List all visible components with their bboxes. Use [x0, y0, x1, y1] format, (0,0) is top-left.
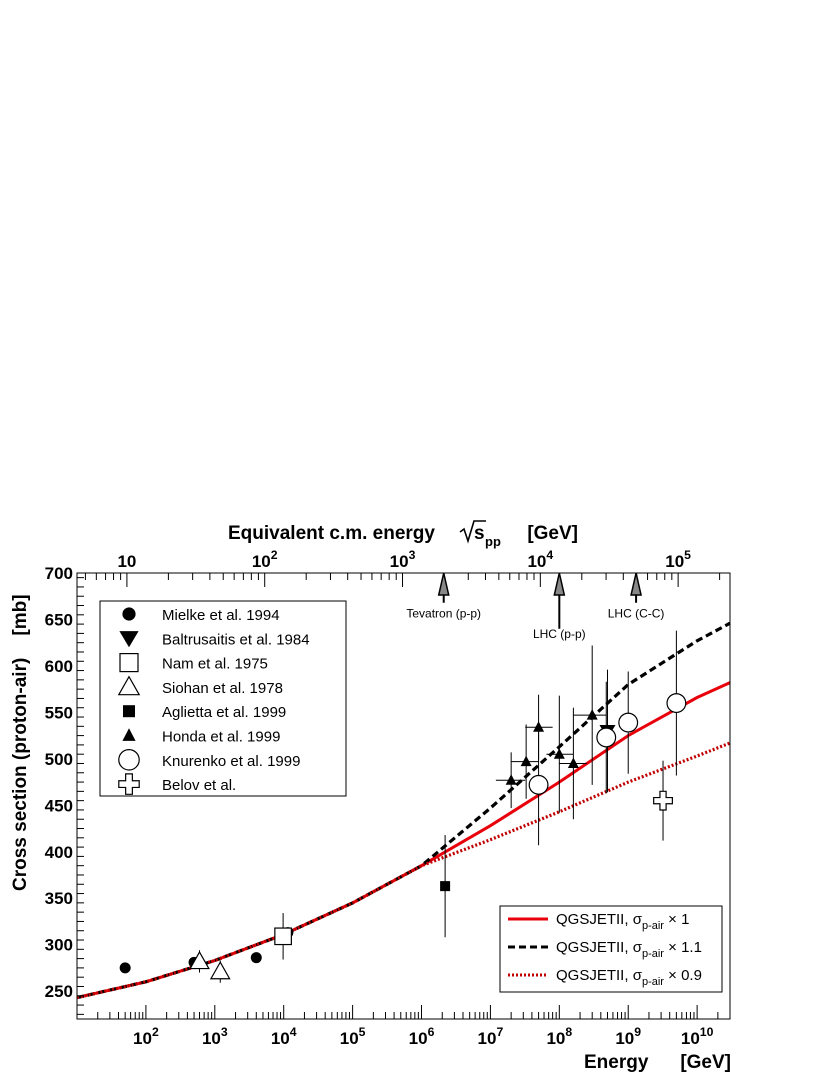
data-point [274, 927, 292, 946]
data-point [666, 693, 687, 714]
arrow-head [437, 572, 450, 596]
y-tick-label: 450 [45, 796, 73, 815]
sqrt-symbol: s pp [459, 520, 501, 549]
x-tick-label: 104 [271, 1025, 297, 1048]
top-tick-label: 10 [117, 552, 136, 571]
data-point [520, 755, 532, 767]
legend-marker [117, 675, 141, 696]
axes: 102 103 104 105 106 107 108 109 1010 250 300 350 400… [45, 548, 731, 1048]
top-axis-symbol-sub: pp [485, 534, 501, 549]
legend-marker [119, 652, 139, 673]
legend-label: Siohan et al. 1978 [162, 680, 283, 697]
data-point [653, 790, 673, 811]
x-tick-label: 103 [202, 1025, 228, 1048]
y-tick-label: 400 [45, 843, 73, 862]
model-legend-entries: QGSJETII, σp-air × 1 QGSJETII, σp-air × 1… [508, 911, 702, 988]
legend-label: Mielke et al. 1994 [162, 607, 280, 624]
x-tick-label: 108 [546, 1025, 572, 1048]
legend-marker [123, 705, 135, 718]
annotation-label: LHC (C-C) [608, 607, 665, 621]
y-tick-label: 350 [45, 889, 73, 908]
x-axis-title: Energy [584, 1052, 649, 1073]
legend-marker [119, 631, 139, 648]
annotation-arrow [437, 572, 450, 603]
top-tick-label: 105 [665, 548, 691, 571]
plot-frame [76, 572, 731, 1020]
legend-marker [122, 728, 136, 741]
model-legend-label: QGSJETII, σp-air × 1.1 [556, 939, 702, 960]
x-tick-label: 1010 [681, 1025, 714, 1048]
y-tick-label: 700 [45, 564, 73, 583]
top-axis-unit: [GeV] [527, 523, 578, 544]
x-tick-label: 106 [409, 1025, 435, 1048]
top-tick-label: 104 [527, 548, 553, 571]
y-axis-unit: [mb] [10, 594, 31, 635]
y-tick-label: 250 [45, 982, 73, 1001]
x-tick-label: 105 [340, 1025, 366, 1048]
legend-models: QGSJETII, σp-air × 1 QGSJETII, σp-air × 1… [499, 905, 723, 993]
annotation-arrow [630, 572, 643, 603]
top-axis-symbol: s [474, 523, 485, 544]
data-points [119, 630, 687, 983]
data-point [586, 709, 598, 720]
legend-marker [118, 748, 140, 771]
y-tick-label: 300 [45, 936, 73, 955]
legend-label: Baltrusaitis et al. 1984 [162, 631, 310, 648]
x-axis-unit: [GeV] [680, 1052, 731, 1073]
top-tick-label: 102 [252, 548, 278, 571]
y-tick-label: 650 [45, 610, 73, 629]
model-legend-label: QGSJETII, σp-air × 0.9 [556, 967, 702, 988]
arrow-head [553, 572, 566, 596]
legend-entries: Mielke et al. 1994 Baltrusaitis et al. 19… [117, 607, 310, 795]
model-curve-2 [76, 621, 731, 1000]
legend-marker [118, 773, 140, 795]
top-tick-label: 103 [390, 548, 416, 571]
x-tick-label: 102 [133, 1025, 159, 1048]
y-tick-label: 600 [45, 657, 73, 676]
data-point [596, 727, 617, 748]
legend-label: Belov et al. [162, 777, 236, 794]
legend-label: Aglietta et al. 1999 [162, 704, 286, 721]
data-point [528, 774, 549, 795]
legend-label: Knurenko et al. 1999 [162, 753, 300, 770]
data-point [189, 950, 210, 970]
arrow-head [630, 572, 643, 596]
data-point [567, 757, 579, 768]
annotations: Tevatron (p-p) LHC (p-p) LHC (C-C) [406, 572, 665, 641]
top-axis-title: Equivalent c.m. energy [228, 523, 435, 544]
legend-box [99, 600, 347, 797]
x-tick-label: 109 [615, 1025, 641, 1048]
data-point [618, 712, 639, 733]
legend-label: Nam et al. 1975 [162, 656, 268, 673]
data-point [553, 748, 565, 759]
data-point [119, 962, 131, 974]
annotation-label: LHC (p-p) [533, 627, 586, 641]
data-point [250, 952, 262, 964]
model-legend-label: QGSJETII, σp-air × 1 [556, 911, 689, 932]
y-axis-title: Cross section (proton-air) [10, 658, 31, 891]
legend-datasets: Mielke et al. 1994 Baltrusaitis et al. 19… [99, 600, 347, 797]
data-point [209, 961, 231, 980]
data-point [505, 774, 517, 785]
legend-marker [122, 607, 136, 621]
x-tick-label: 107 [478, 1025, 504, 1048]
annotation-arrow [553, 572, 566, 629]
y-tick-label: 550 [45, 703, 73, 722]
legend-label: Honda et al. 1999 [162, 729, 280, 746]
annotation-label: Tevatron (p-p) [406, 607, 481, 621]
data-point [440, 881, 451, 892]
y-tick-label: 500 [45, 750, 73, 769]
